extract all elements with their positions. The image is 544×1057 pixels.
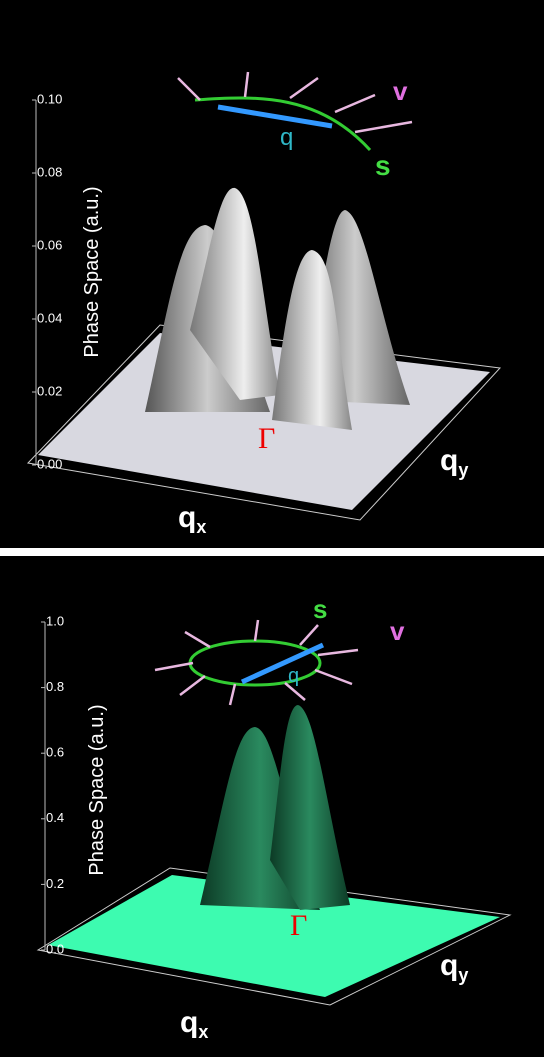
inset-label: v	[390, 616, 405, 646]
z-axis-label: Phase Space (a.u.)	[81, 186, 103, 357]
z-tick-label: 1.0	[46, 613, 64, 628]
z-tick-label: 0.10	[37, 91, 62, 106]
figure: q v s Γ qx qy Phase Space (a.u.) 0.000.0…	[0, 0, 544, 1057]
gamma-label: Γ	[258, 422, 275, 455]
y-label-main: q	[440, 949, 458, 982]
y-label-sub: y	[458, 965, 468, 985]
x-label-main: q	[178, 501, 196, 534]
z-tick-label: 0.6	[46, 745, 64, 760]
x-label-sub: x	[198, 1022, 208, 1042]
z-tick-label: 0.06	[37, 237, 62, 252]
y-label-main: q	[440, 444, 458, 477]
z-tick-label: 0.02	[37, 383, 62, 398]
inset-label: v	[393, 76, 408, 106]
gamma-label: Γ	[290, 909, 307, 942]
z-tick-label: 0.0	[46, 941, 64, 956]
z-tick-label: 0.04	[37, 310, 62, 325]
inset-label: s	[313, 594, 327, 624]
z-tick-label: 0.8	[46, 679, 64, 694]
z-tick-label: 0.00	[37, 456, 62, 471]
x-label-sub: x	[196, 517, 206, 537]
z-tick-label: 0.2	[46, 876, 64, 891]
inset-label: q	[288, 665, 299, 687]
y-label-sub: y	[458, 460, 468, 480]
inset-label: s	[375, 150, 391, 181]
inset-label: q	[280, 124, 293, 151]
z-tick-label: 0.08	[37, 164, 62, 179]
z-tick-label: 0.4	[46, 810, 64, 825]
z-axis-label: Phase Space (a.u.)	[86, 704, 108, 875]
x-label-main: q	[180, 1006, 198, 1039]
